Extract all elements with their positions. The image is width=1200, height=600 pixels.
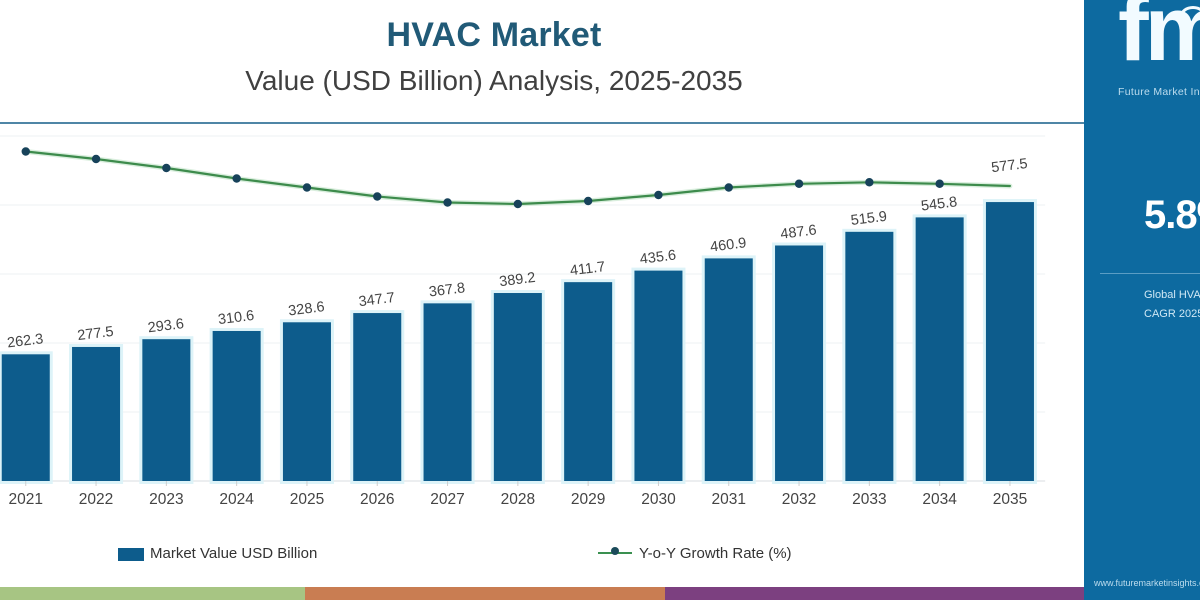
svg-text:2022: 2022 (79, 491, 113, 508)
svg-text:328.6: 328.6 (287, 299, 325, 319)
svg-text:367.8: 367.8 (428, 280, 466, 300)
svg-text:2025: 2025 (290, 491, 324, 508)
svg-text:2023: 2023 (149, 491, 183, 508)
svg-text:262.3: 262.3 (6, 331, 44, 351)
svg-text:347.7: 347.7 (358, 290, 396, 310)
svg-text:389.2: 389.2 (498, 270, 536, 290)
svg-text:2021: 2021 (9, 491, 43, 508)
svg-text:545.8: 545.8 (920, 194, 958, 214)
svg-text:2030: 2030 (641, 491, 676, 508)
svg-text:2029: 2029 (571, 491, 605, 508)
svg-text:2034: 2034 (922, 491, 957, 508)
svg-text:2032: 2032 (782, 491, 816, 508)
svg-text:515.9: 515.9 (850, 209, 888, 229)
svg-text:293.6: 293.6 (147, 316, 185, 336)
svg-text:435.6: 435.6 (639, 247, 677, 267)
svg-text:411.7: 411.7 (569, 259, 606, 279)
svg-text:310.6: 310.6 (217, 308, 255, 328)
svg-text:2024: 2024 (219, 491, 254, 508)
svg-text:2031: 2031 (712, 491, 746, 508)
svg-text:577.5: 577.5 (990, 156, 1028, 176)
svg-text:2027: 2027 (430, 491, 464, 508)
svg-text:2028: 2028 (501, 491, 535, 508)
svg-text:487.6: 487.6 (780, 222, 818, 242)
svg-text:2026: 2026 (360, 491, 394, 508)
svg-text:460.9: 460.9 (709, 235, 747, 255)
svg-text:2035: 2035 (993, 491, 1027, 508)
svg-text:277.5: 277.5 (77, 324, 115, 344)
svg-text:2033: 2033 (852, 491, 886, 508)
